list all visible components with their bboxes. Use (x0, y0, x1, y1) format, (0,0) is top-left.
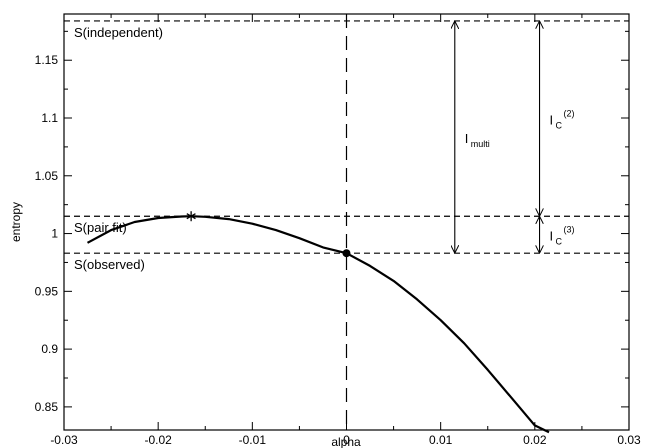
reference-line-label: S(pair fit) (74, 220, 127, 235)
y-axis-title: entropy (9, 202, 23, 242)
max-point-star-marker (186, 211, 196, 222)
arrow-label-subscript: C (556, 237, 563, 247)
reference-line-label: S(independent) (74, 25, 163, 40)
y-tick-label: 0.85 (35, 400, 59, 414)
arrow-label-subscript: multi (471, 139, 490, 149)
markers-layer (186, 211, 351, 258)
reference-line-label: S(observed) (74, 257, 145, 272)
x-axis-title: alpha (331, 435, 361, 448)
y-tick-label: 1 (51, 227, 58, 241)
arrow-label: I (465, 131, 469, 146)
x-tick-label: -0.02 (144, 433, 172, 447)
observed-point-marker (342, 249, 351, 258)
reference-lines: S(independent) S(pair fit) S(observed) (64, 14, 629, 430)
series-layer (86, 215, 550, 434)
y-tick-label: 1.05 (35, 169, 59, 183)
series-line (86, 215, 550, 434)
x-tick-label: 0.03 (617, 433, 641, 447)
x-tick-label: -0.03 (50, 433, 78, 447)
arrow-label-superscript: (2) (564, 109, 575, 119)
axis-ticks: -0.03 -0.02 -0.01 0 0.01 0.02 0.03 0.85 0.9 0.95 1… (35, 14, 641, 447)
arrow-label-superscript: (3) (564, 225, 575, 235)
arrow-label: I (550, 229, 554, 244)
star-stroke (186, 213, 196, 220)
y-tick-label: 1.1 (41, 111, 58, 125)
y-tick-label: 0.9 (41, 342, 58, 356)
arrow-label: I (550, 113, 554, 128)
arrow-label-subscript: C (556, 121, 563, 131)
x-tick-label: 0.01 (429, 433, 453, 447)
x-tick-label: -0.01 (239, 433, 267, 447)
x-tick-label: 0.02 (523, 433, 547, 447)
y-tick-label: 1.15 (35, 53, 59, 67)
y-tick-label: 0.95 (35, 284, 59, 298)
x-tick-label: 0 (343, 433, 350, 447)
